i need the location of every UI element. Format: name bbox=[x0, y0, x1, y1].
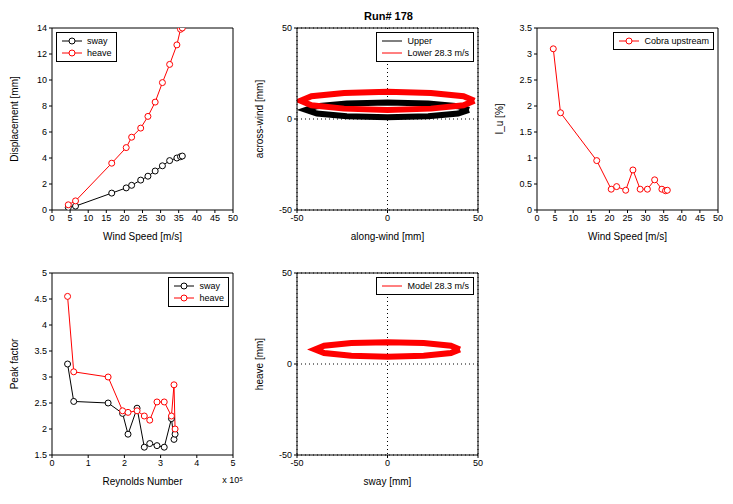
html-text:Run# 178: Run# 178 bbox=[364, 10, 413, 22]
svg-text:Wind Speed [m/s]: Wind Speed [m/s] bbox=[103, 231, 182, 242]
svg-text:3: 3 bbox=[527, 49, 532, 59]
svg-text:2.5: 2.5 bbox=[519, 75, 532, 85]
svg-text:4: 4 bbox=[194, 458, 199, 468]
svg-text:3.5: 3.5 bbox=[34, 346, 47, 356]
svg-text:1: 1 bbox=[527, 153, 532, 163]
svg-text:2.5: 2.5 bbox=[34, 398, 47, 408]
svg-text:Peak factor: Peak factor bbox=[9, 338, 20, 389]
html-text:x 10⁵: x 10⁵ bbox=[222, 475, 243, 485]
html-text:Cobra upstream: Cobra upstream bbox=[644, 36, 709, 46]
svg-text:5: 5 bbox=[42, 268, 47, 278]
svg-text:heave [mm]: heave [mm] bbox=[254, 338, 265, 390]
html-text:heave: heave bbox=[87, 48, 112, 58]
svg-text:2: 2 bbox=[122, 458, 127, 468]
svg-text:I_u [%]: I_u [%] bbox=[494, 103, 505, 134]
svg-text:12: 12 bbox=[37, 49, 47, 59]
svg-text:50: 50 bbox=[473, 458, 483, 468]
svg-text:0: 0 bbox=[385, 213, 390, 223]
svg-text:1: 1 bbox=[86, 458, 91, 468]
svg-text:5: 5 bbox=[230, 458, 235, 468]
svg-text:3.5: 3.5 bbox=[519, 23, 532, 33]
svg-text:10: 10 bbox=[83, 213, 93, 223]
svg-text:0: 0 bbox=[527, 205, 532, 215]
svg-text:0.5: 0.5 bbox=[519, 179, 532, 189]
svg-text:0: 0 bbox=[287, 114, 292, 124]
svg-text:0: 0 bbox=[287, 359, 292, 369]
svg-text:4: 4 bbox=[42, 153, 47, 163]
svg-text:2: 2 bbox=[527, 101, 532, 111]
svg-text:20: 20 bbox=[604, 213, 614, 223]
svg-text:2: 2 bbox=[42, 424, 47, 434]
html-text:Upper: Upper bbox=[407, 36, 432, 46]
svg-text:8: 8 bbox=[42, 101, 47, 111]
svg-text:50: 50 bbox=[713, 213, 723, 223]
svg-text:50: 50 bbox=[473, 213, 483, 223]
svg-text:Reynolds Number: Reynolds Number bbox=[102, 476, 183, 487]
svg-text:-50: -50 bbox=[290, 458, 303, 468]
html-text:Lower 28.3 m/s: Lower 28.3 m/s bbox=[407, 48, 469, 58]
svg-text:sway [mm]: sway [mm] bbox=[364, 476, 412, 487]
html-text:Model 28.3 m/s: Model 28.3 m/s bbox=[407, 281, 469, 291]
svg-text:3: 3 bbox=[42, 372, 47, 382]
svg-text:45: 45 bbox=[695, 213, 705, 223]
svg-text:-50: -50 bbox=[279, 205, 292, 215]
svg-text:6: 6 bbox=[42, 127, 47, 137]
svg-text:Displacement [mm]: Displacement [mm] bbox=[9, 76, 20, 162]
svg-text:30: 30 bbox=[156, 213, 166, 223]
svg-text:10: 10 bbox=[568, 213, 578, 223]
svg-text:10: 10 bbox=[37, 75, 47, 85]
svg-text:4: 4 bbox=[42, 320, 47, 330]
svg-text:0: 0 bbox=[42, 205, 47, 215]
svg-text:0: 0 bbox=[49, 213, 54, 223]
svg-text:30: 30 bbox=[641, 213, 651, 223]
svg-text:Wind Speed [m/s]: Wind Speed [m/s] bbox=[588, 231, 667, 242]
svg-text:15: 15 bbox=[101, 213, 111, 223]
svg-text:15: 15 bbox=[586, 213, 596, 223]
svg-text:-50: -50 bbox=[290, 213, 303, 223]
svg-text:40: 40 bbox=[677, 213, 687, 223]
html-text:heave: heave bbox=[199, 293, 224, 303]
svg-text:35: 35 bbox=[659, 213, 669, 223]
svg-text:5: 5 bbox=[68, 213, 73, 223]
svg-text:35: 35 bbox=[174, 213, 184, 223]
svg-text:50: 50 bbox=[228, 213, 238, 223]
svg-text:4.5: 4.5 bbox=[34, 294, 47, 304]
svg-text:3: 3 bbox=[158, 458, 163, 468]
html-text:sway: sway bbox=[199, 281, 220, 291]
svg-text:along-wind [mm]: along-wind [mm] bbox=[351, 231, 425, 242]
svg-text:50: 50 bbox=[282, 23, 292, 33]
html-text:sway: sway bbox=[87, 36, 108, 46]
svg-text:0: 0 bbox=[534, 213, 539, 223]
svg-text:-50: -50 bbox=[279, 450, 292, 460]
svg-text:50: 50 bbox=[282, 268, 292, 278]
svg-text:1.5: 1.5 bbox=[519, 127, 532, 137]
svg-text:45: 45 bbox=[210, 213, 220, 223]
svg-text:14: 14 bbox=[37, 23, 47, 33]
svg-text:20: 20 bbox=[119, 213, 129, 223]
svg-text:0: 0 bbox=[49, 458, 54, 468]
svg-text:25: 25 bbox=[137, 213, 147, 223]
svg-text:40: 40 bbox=[192, 213, 202, 223]
svg-text:5: 5 bbox=[553, 213, 558, 223]
svg-text:1.5: 1.5 bbox=[34, 450, 47, 460]
svg-text:across-wind [mm]: across-wind [mm] bbox=[254, 80, 265, 159]
svg-text:0: 0 bbox=[385, 458, 390, 468]
svg-text:2: 2 bbox=[42, 179, 47, 189]
svg-text:25: 25 bbox=[622, 213, 632, 223]
